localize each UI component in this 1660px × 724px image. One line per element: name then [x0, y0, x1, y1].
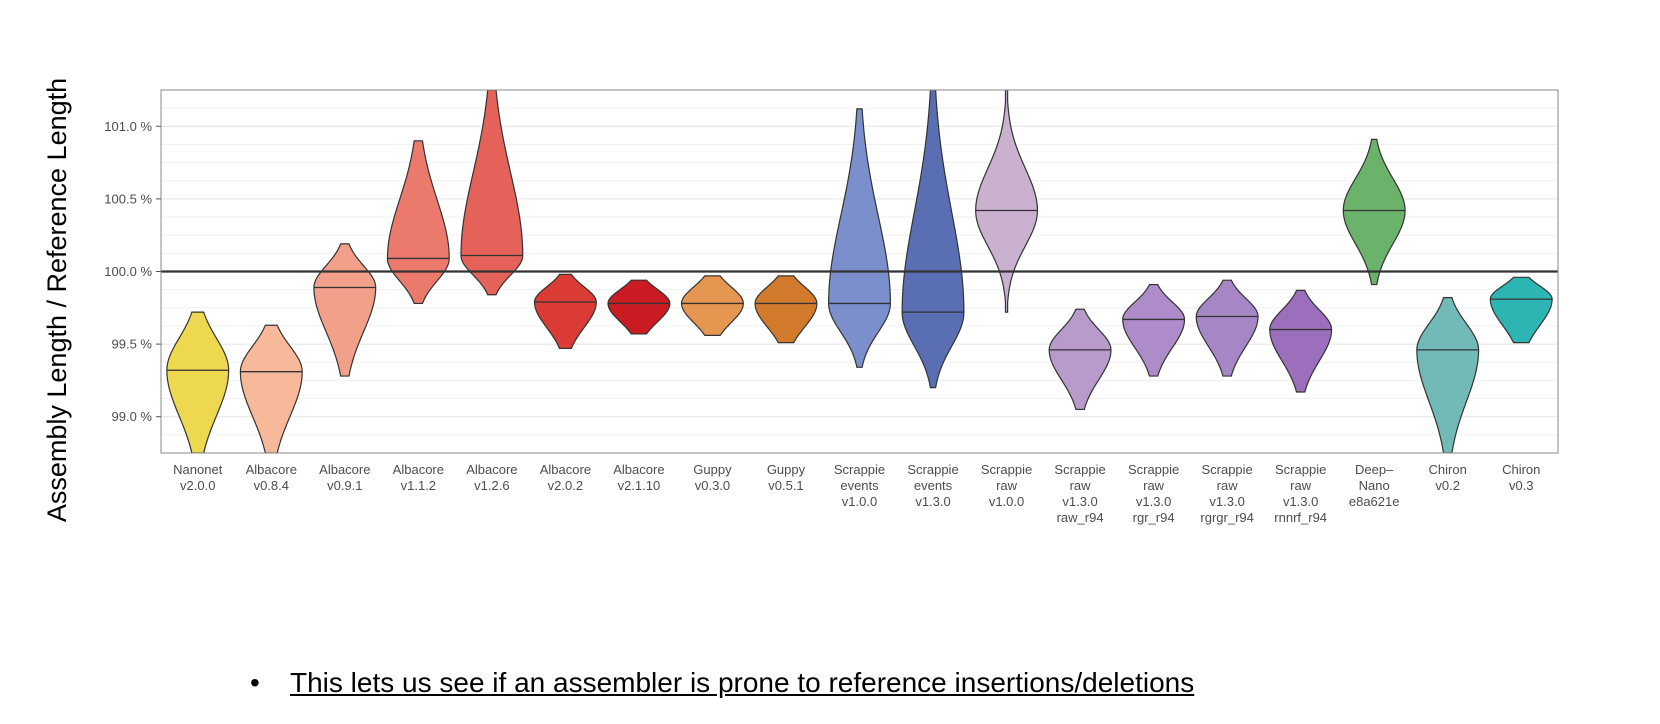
violin-guppy-v0-3-0	[680, 275, 744, 336]
x-tick-label: raw	[1070, 478, 1092, 493]
violin-scrappie-raw-v1-0-0	[975, 90, 1039, 313]
x-tick-label: Nanonet	[173, 462, 223, 477]
y-tick-label: 101.0 %	[104, 119, 152, 134]
x-tick-label: v0.2	[1435, 478, 1460, 493]
x-tick-label: raw	[996, 478, 1018, 493]
violin-albacore-v0-9-1	[313, 243, 377, 377]
x-tick-label: raw	[1143, 478, 1165, 493]
x-tick-label: v0.3.0	[695, 478, 730, 493]
x-tick-label: Scrappie	[907, 462, 958, 477]
x-tick-label: rnnrf_r94	[1274, 510, 1327, 525]
x-tick-label: Albacore	[466, 462, 517, 477]
x-axis-labels: Nanonetv2.0.0Albacorev0.8.4Albacorev0.9.…	[173, 462, 1540, 525]
x-tick-label: v2.1.10	[618, 478, 661, 493]
x-tick-label: Albacore	[540, 462, 591, 477]
x-tick-label: v1.3.0	[1136, 494, 1171, 509]
x-tick-label: rgrgr_r94	[1200, 510, 1253, 525]
violins	[166, 90, 1553, 453]
x-tick-label: e8a621e	[1349, 494, 1400, 509]
y-tick-label: 100.5 %	[104, 191, 152, 206]
y-axis-ticks: 99.0 % 99.5 % 100.0 % 100.5 % 101.0 %	[104, 119, 161, 424]
violin-chiron-v0-2	[1416, 297, 1480, 453]
bullet-text: This lets us see if an assembler is pron…	[290, 667, 1195, 698]
x-tick-label: Guppy	[767, 462, 806, 477]
x-tick-label: Scrappie	[1054, 462, 1105, 477]
y-axis-title: Assembly Length / Reference Length	[42, 78, 72, 522]
violin-guppy-v0-5-1	[754, 275, 818, 344]
x-tick-label: events	[914, 478, 953, 493]
x-tick-label: v2.0.2	[548, 478, 583, 493]
x-tick-label: raw	[1217, 478, 1239, 493]
x-tick-label: Albacore	[393, 462, 444, 477]
x-tick-label: Deep–	[1355, 462, 1394, 477]
x-tick-label: v1.1.2	[401, 478, 436, 493]
violin-albacore-v2-0-2	[533, 273, 597, 350]
x-tick-label: v0.9.1	[327, 478, 362, 493]
violin-scrappie-raw-v1-3-0-rgr-r94	[1122, 283, 1186, 377]
x-tick-label: v1.0.0	[842, 494, 877, 509]
violin-chiron-v0-3	[1489, 276, 1553, 344]
x-tick-label: raw	[1290, 478, 1312, 493]
violin-scrappie-raw-v1-3-0-raw-r94	[1048, 308, 1112, 411]
x-tick-label: v2.0.0	[180, 478, 215, 493]
bullet-mark: •	[250, 667, 260, 698]
x-tick-label: Scrappie	[1201, 462, 1252, 477]
violin-deep-nano-e8a621e	[1342, 138, 1406, 286]
x-tick-label: raw_r94	[1057, 510, 1104, 525]
x-tick-label: Albacore	[613, 462, 664, 477]
violin-nanonet-v2-0-0	[166, 311, 230, 453]
x-tick-label: v0.3	[1509, 478, 1534, 493]
x-tick-label: v1.3.0	[915, 494, 950, 509]
x-tick-label: v1.3.0	[1209, 494, 1244, 509]
x-tick-label: events	[840, 478, 879, 493]
x-tick-label: Albacore	[319, 462, 370, 477]
y-tick-label: 99.5 %	[112, 337, 153, 352]
violin-scrappie-raw-v1-3-0-rnnrf-r94	[1269, 289, 1333, 393]
x-tick-label: v0.5.1	[768, 478, 803, 493]
x-tick-label: Albacore	[246, 462, 297, 477]
violin-scrappie-events-v1-3-0	[901, 90, 965, 389]
violin-scrappie-raw-v1-3-0-rgrgr-r94	[1195, 279, 1259, 377]
x-tick-label: rgr_r94	[1133, 510, 1175, 525]
x-tick-label: Scrappie	[834, 462, 885, 477]
x-tick-label: Scrappie	[981, 462, 1032, 477]
x-tick-label: v1.0.0	[989, 494, 1024, 509]
x-tick-label: v1.3.0	[1062, 494, 1097, 509]
x-tick-label: Chiron	[1429, 462, 1467, 477]
violin-albacore-v2-1-10	[607, 279, 671, 335]
x-tick-label: Guppy	[693, 462, 732, 477]
x-tick-label: v1.2.6	[474, 478, 509, 493]
x-tick-label: v1.3.0	[1283, 494, 1318, 509]
y-tick-label: 100.0 %	[104, 264, 152, 279]
violin-scrappie-events-v1-0-0	[828, 108, 891, 368]
x-tick-label: Scrappie	[1275, 462, 1326, 477]
violin-albacore-v1-2-6	[460, 90, 524, 296]
violin-albacore-v0-8-4	[239, 324, 303, 453]
bullet-point: • This lets us see if an assembler is pro…	[250, 667, 1194, 699]
x-tick-label: Chiron	[1502, 462, 1540, 477]
x-tick-label: Nano	[1359, 478, 1390, 493]
violin-albacore-v1-1-2	[386, 140, 450, 305]
x-tick-label: Scrappie	[1128, 462, 1179, 477]
x-tick-label: v0.8.4	[254, 478, 289, 493]
y-tick-label: 99.0 %	[112, 409, 153, 424]
